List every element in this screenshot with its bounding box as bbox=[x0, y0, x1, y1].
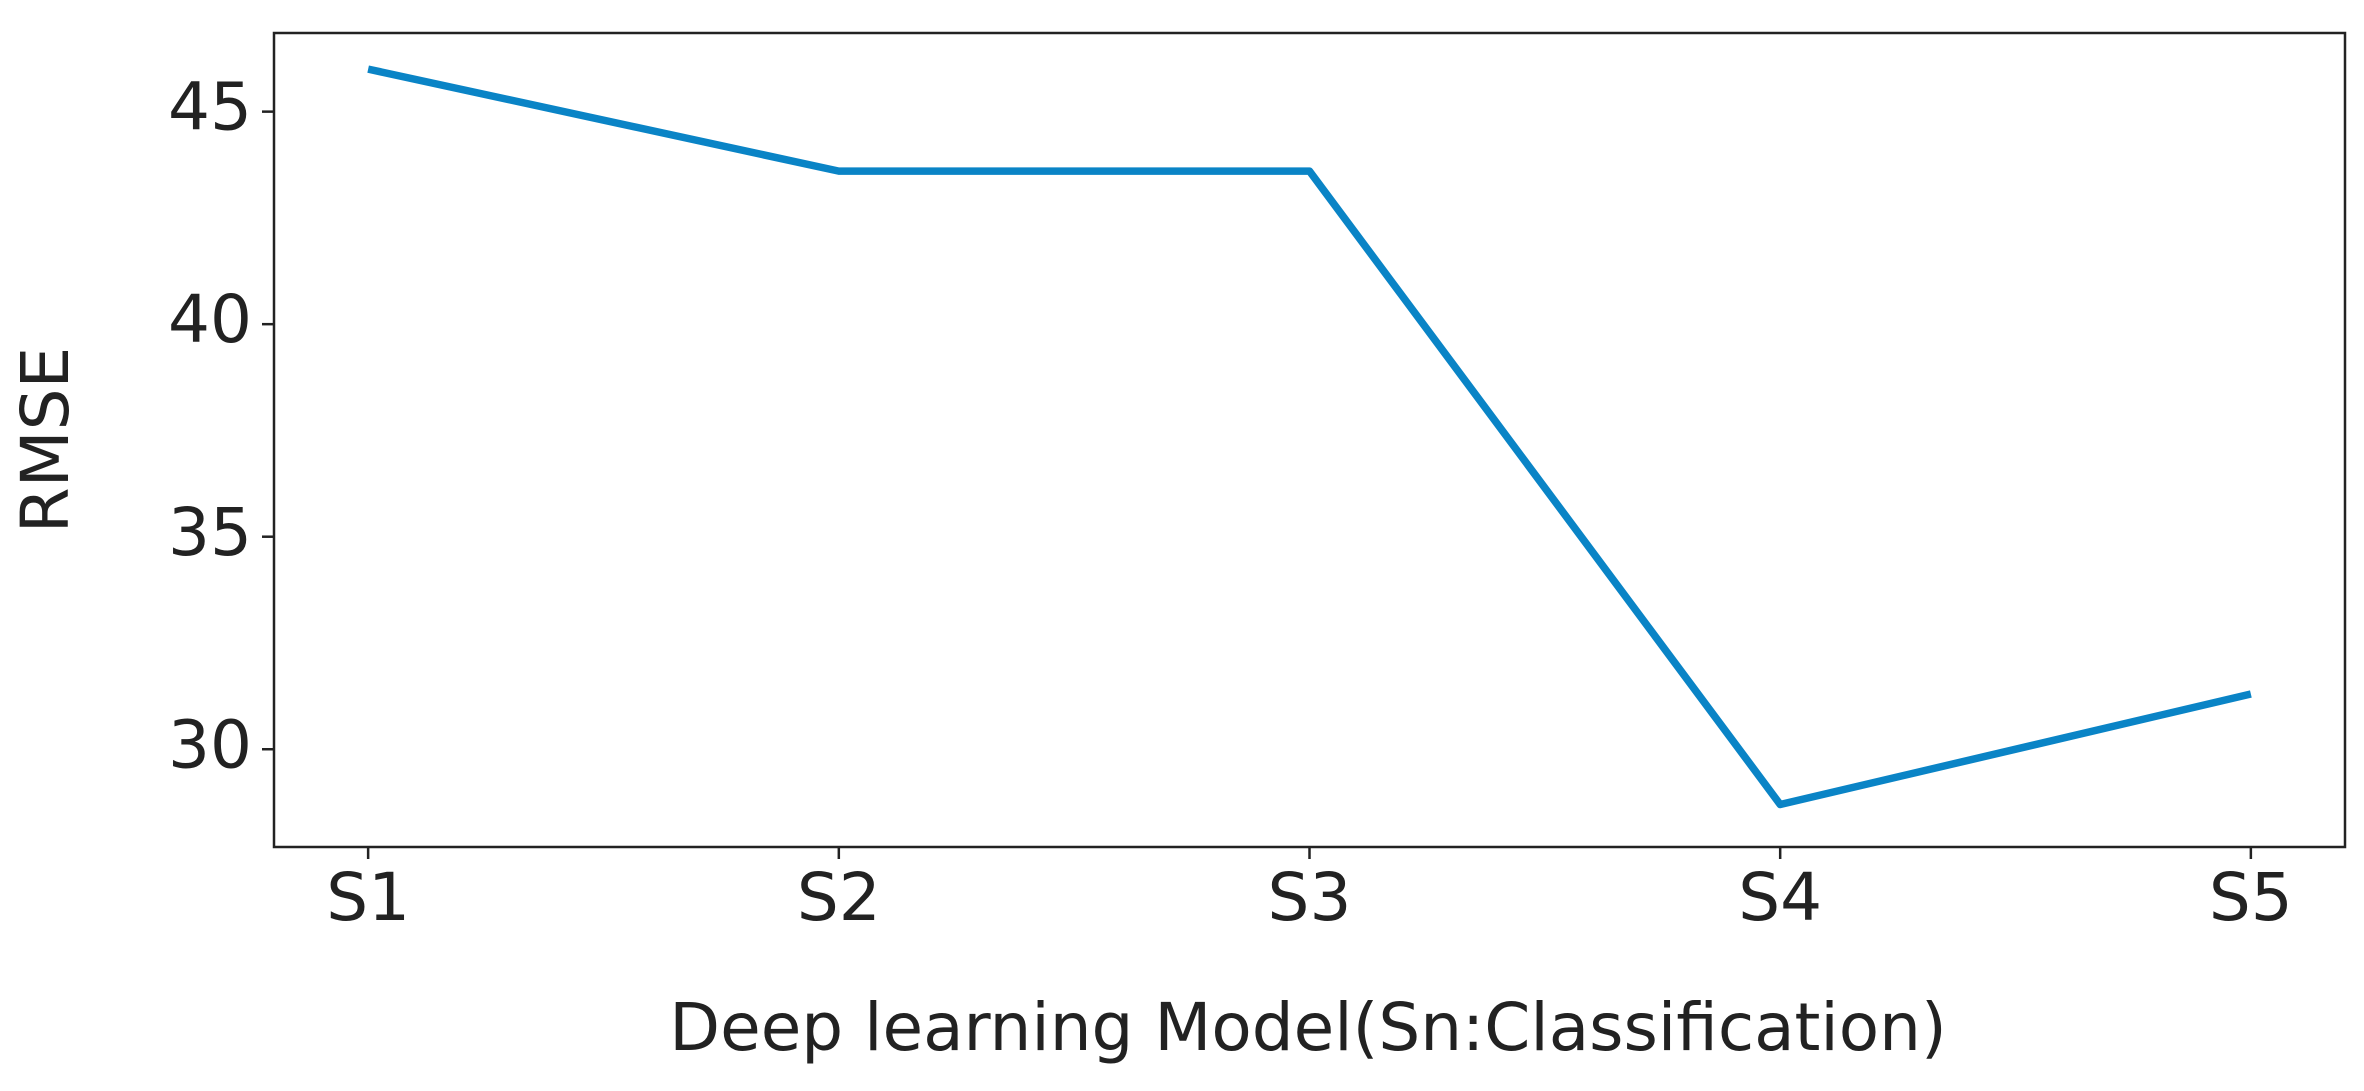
x-tick-label: S4 bbox=[1738, 859, 1822, 936]
y-tick-label: 30 bbox=[168, 706, 252, 783]
y-tick-label: 45 bbox=[168, 69, 252, 146]
data-line bbox=[367, 65, 2252, 809]
x-tick-label: S3 bbox=[1268, 859, 1352, 936]
y-tick-label: 35 bbox=[168, 494, 252, 571]
y-axis-label: RMSE bbox=[7, 347, 84, 533]
x-axis-label: Deep learning Model(Sn:Classification) bbox=[669, 989, 1946, 1066]
plot-frame bbox=[272, 31, 2347, 849]
x-tick-label: S1 bbox=[326, 859, 410, 936]
y-tick-label: 40 bbox=[168, 281, 252, 358]
x-tick-label: S5 bbox=[2209, 859, 2293, 936]
x-tick-label: S2 bbox=[797, 859, 881, 936]
